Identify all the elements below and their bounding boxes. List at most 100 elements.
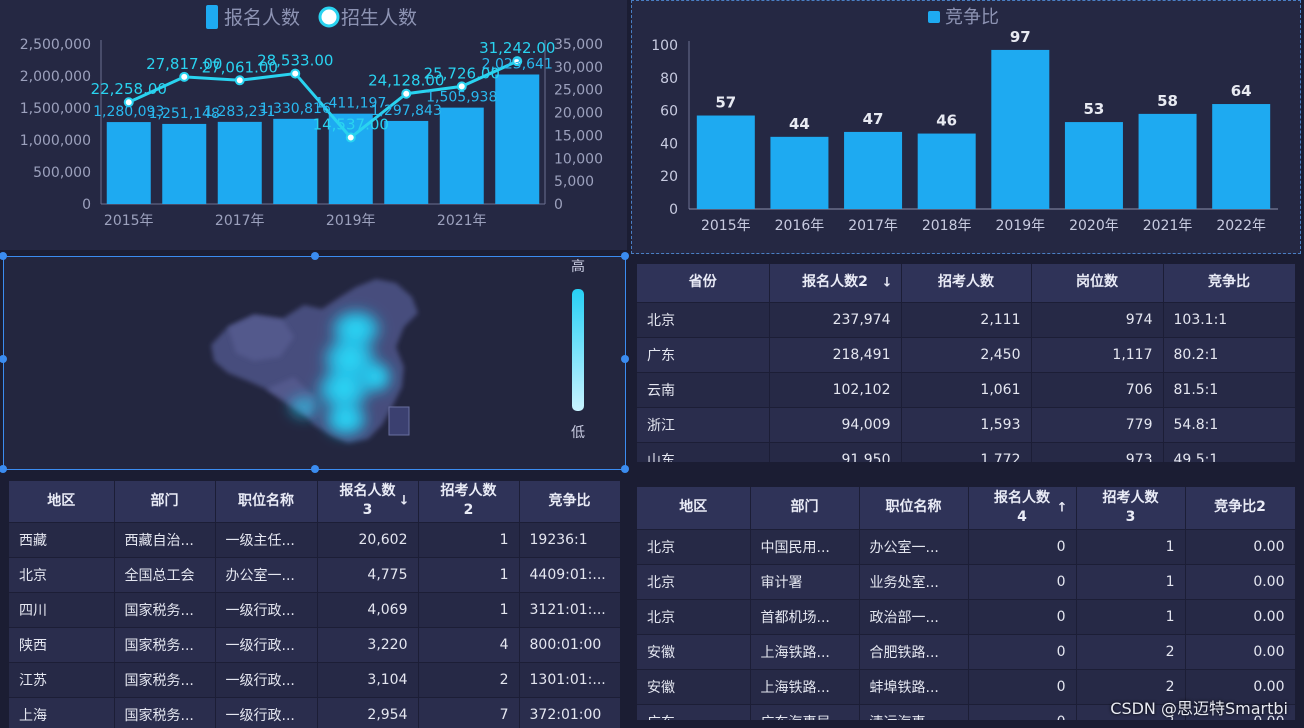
col-header-recruits[interactable]: 招考人数 2 (418, 481, 520, 523)
col-header-region[interactable]: 地区 (637, 487, 751, 530)
resize-handle-ml[interactable] (0, 355, 7, 363)
table-row[interactable]: 陕西 国家税务... 一级行政... 3,220 4 800:01:00 (9, 627, 620, 663)
legend-bar-label[interactable]: 报名人数 (224, 7, 300, 29)
right-y-tick-label: 25,000 (554, 83, 603, 99)
bar-series (106, 74, 540, 205)
table-row[interactable]: 上海 国家税务... 一级行政... 2,954 7 372:01:00 (9, 697, 620, 728)
cell-recruits: 1 (418, 557, 520, 593)
col-header-department[interactable]: 部门 (750, 487, 860, 530)
col-header-ratio[interactable]: 竞争比2 (1185, 487, 1295, 530)
cell-ratio: 800:01:00 (519, 627, 620, 663)
x-tick-label: 2021年 (437, 213, 487, 229)
cell-position: 一级行政... (215, 627, 318, 663)
col-header-recruits-line2: 3 (1125, 508, 1136, 525)
province-table: 省份 报名人数2 ↓ 招考人数 岗位数 竞争比 北京 237,974 2,111 974… (637, 264, 1295, 462)
cell-province: 云南 (637, 372, 770, 408)
resize-handle-bc[interactable] (311, 465, 319, 473)
table-row[interactable]: 北京 237,974 2,111 974 103.1:1 (637, 302, 1295, 338)
line-value-label: 31,242.00 (479, 39, 555, 57)
map-legend-gradient[interactable] (572, 289, 584, 411)
bar (328, 113, 373, 204)
table-row[interactable]: 北京 首都机场... 政治部一... 0 1 0.00 (637, 599, 1295, 635)
ratio-legend-swatch[interactable] (928, 11, 940, 23)
cell-position: 合肥铁路... (859, 634, 969, 670)
cell-department: 国家税务... (114, 627, 216, 663)
cell-region: 四川 (9, 592, 115, 628)
cell-recruits: 1,593 (901, 407, 1032, 443)
table-row[interactable]: 北京 中国民用... 办公室一... 0 1 0.00 (637, 529, 1295, 565)
table-row[interactable]: 安徽 上海铁路... 合肥铁路... 0 2 0.00 (637, 634, 1295, 670)
cell-ratio: 4409:01:... (519, 557, 620, 593)
sort-desc-icon[interactable]: ↓ (881, 275, 893, 291)
china-outline (211, 279, 418, 443)
ratio-x-tick-label: 2017年 (848, 218, 898, 234)
line-value-label: 27,817.00 (146, 55, 222, 73)
table-row[interactable]: 安徽 上海铁路... 蚌埠铁路... 0 2 0.00 (637, 669, 1295, 705)
table-row[interactable]: 江苏 国家税务... 一级行政... 3,104 2 1301:01:... (9, 662, 620, 698)
cell-applicants: 0 (968, 564, 1077, 600)
cell-applicants: 4,775 (317, 557, 419, 593)
map-legend-high: 高 (571, 258, 585, 275)
table-row[interactable]: 山东 91,950 1,772 973 49.5:1 (637, 442, 1295, 462)
resize-handle-br[interactable] (621, 465, 629, 473)
table-row[interactable]: 北京 全国总工会 办公室一... 4,775 1 4409:01:... (9, 557, 620, 593)
col-header-province[interactable]: 省份 (637, 264, 770, 303)
col-header-position[interactable]: 职位名称 (859, 487, 969, 530)
col-header-recruits[interactable]: 招考人数 (901, 264, 1032, 303)
combo-chart: 报名人数 招生人数 2,500,000 2,000,000 1,500,000 1,0… (20, 5, 603, 229)
resize-handle-tr[interactable] (621, 252, 629, 260)
cell-department: 审计署 (750, 564, 860, 600)
sort-asc-icon[interactable]: ↑ (1056, 500, 1068, 516)
col-header-positions[interactable]: 岗位数 (1031, 264, 1164, 303)
resize-handle-tc[interactable] (311, 252, 319, 260)
heat-layer (286, 307, 394, 439)
watermark: CSDN @思迈特Smartbi (1110, 699, 1288, 718)
ratio-y-tick-label: 0 (669, 202, 678, 218)
cell-department: 国家税务... (114, 662, 216, 698)
cell-region: 西藏 (9, 522, 115, 558)
col-header-region[interactable]: 地区 (9, 481, 115, 523)
cell-position: 政治部一... (859, 599, 969, 635)
table-row[interactable]: 北京 审计署 业务处室... 0 1 0.00 (637, 564, 1295, 600)
left-y-tick-label: 1,000,000 (20, 133, 91, 149)
table-row[interactable]: 四川 国家税务... 一级行政... 4,069 1 3121:01:... (9, 592, 620, 628)
table-row[interactable]: 云南 102,102 1,061 706 81.5:1 (637, 372, 1295, 408)
map-panel[interactable]: 高 低 (0, 252, 629, 473)
cell-position: 一级行政... (215, 662, 318, 698)
right-y-tick-label: 5,000 (554, 174, 594, 190)
col-header-applicants[interactable]: 报名人数 3 ↓ (317, 481, 419, 523)
resize-handle-tl[interactable] (0, 252, 7, 260)
ratio-value-labels: 57 44 47 46 97 53 58 64 (715, 28, 1251, 133)
legend-line-swatch[interactable] (318, 6, 340, 28)
col-header-applicants[interactable]: 报名人数 4 ↑ (968, 487, 1077, 530)
ratio-legend-label[interactable]: 竞争比 (945, 7, 999, 28)
cell-ratio: 0.00 (1185, 599, 1295, 635)
resize-handle-bl[interactable] (0, 465, 7, 473)
cell-position: 办公室一... (215, 557, 318, 593)
china-map[interactable]: 高 低 (4, 257, 625, 469)
col-header-department[interactable]: 部门 (114, 481, 216, 523)
cell-recruits: 2 (418, 662, 520, 698)
table-row[interactable]: 广东广东海事局清远海事...020.00 (637, 704, 1295, 720)
col-header-recruits[interactable]: 招考人数 3 (1076, 487, 1186, 530)
legend-bar-swatch[interactable] (206, 5, 218, 29)
col-header-position[interactable]: 职位名称 (215, 481, 318, 523)
cell-region: 北京 (9, 557, 115, 593)
line-point (179, 71, 190, 82)
combo-chart-panel: 报名人数 招生人数 2,500,000 2,000,000 1,500,000 1,0… (0, 0, 627, 250)
ratio-x-tick-label: 2020年 (1069, 218, 1119, 234)
table-row[interactable]: 浙江 94,009 1,593 779 54.8:1 (637, 407, 1295, 443)
sort-desc-icon[interactable]: ↓ (398, 493, 410, 509)
col-header-ratio[interactable]: 竞争比 (1163, 264, 1295, 303)
col-header-applicants-line2: 4 (1017, 508, 1027, 525)
cell-applicants: 2,954 (317, 697, 419, 728)
cell-region: 江苏 (9, 662, 115, 698)
col-header-ratio[interactable]: 竞争比 (519, 481, 620, 523)
legend-line-label[interactable]: 招生人数 (341, 7, 417, 29)
cell-ratio: 0.00 (1185, 634, 1295, 670)
col-header-applicants[interactable]: 报名人数2 ↓ (769, 264, 902, 303)
resize-handle-mr[interactable] (621, 355, 629, 363)
table-row[interactable]: 广东 218,491 2,450 1,117 80.2:1 (637, 337, 1295, 373)
table-row[interactable]: 西藏 西藏自治... 一级主任... 20,602 1 19236:1 (9, 522, 620, 558)
